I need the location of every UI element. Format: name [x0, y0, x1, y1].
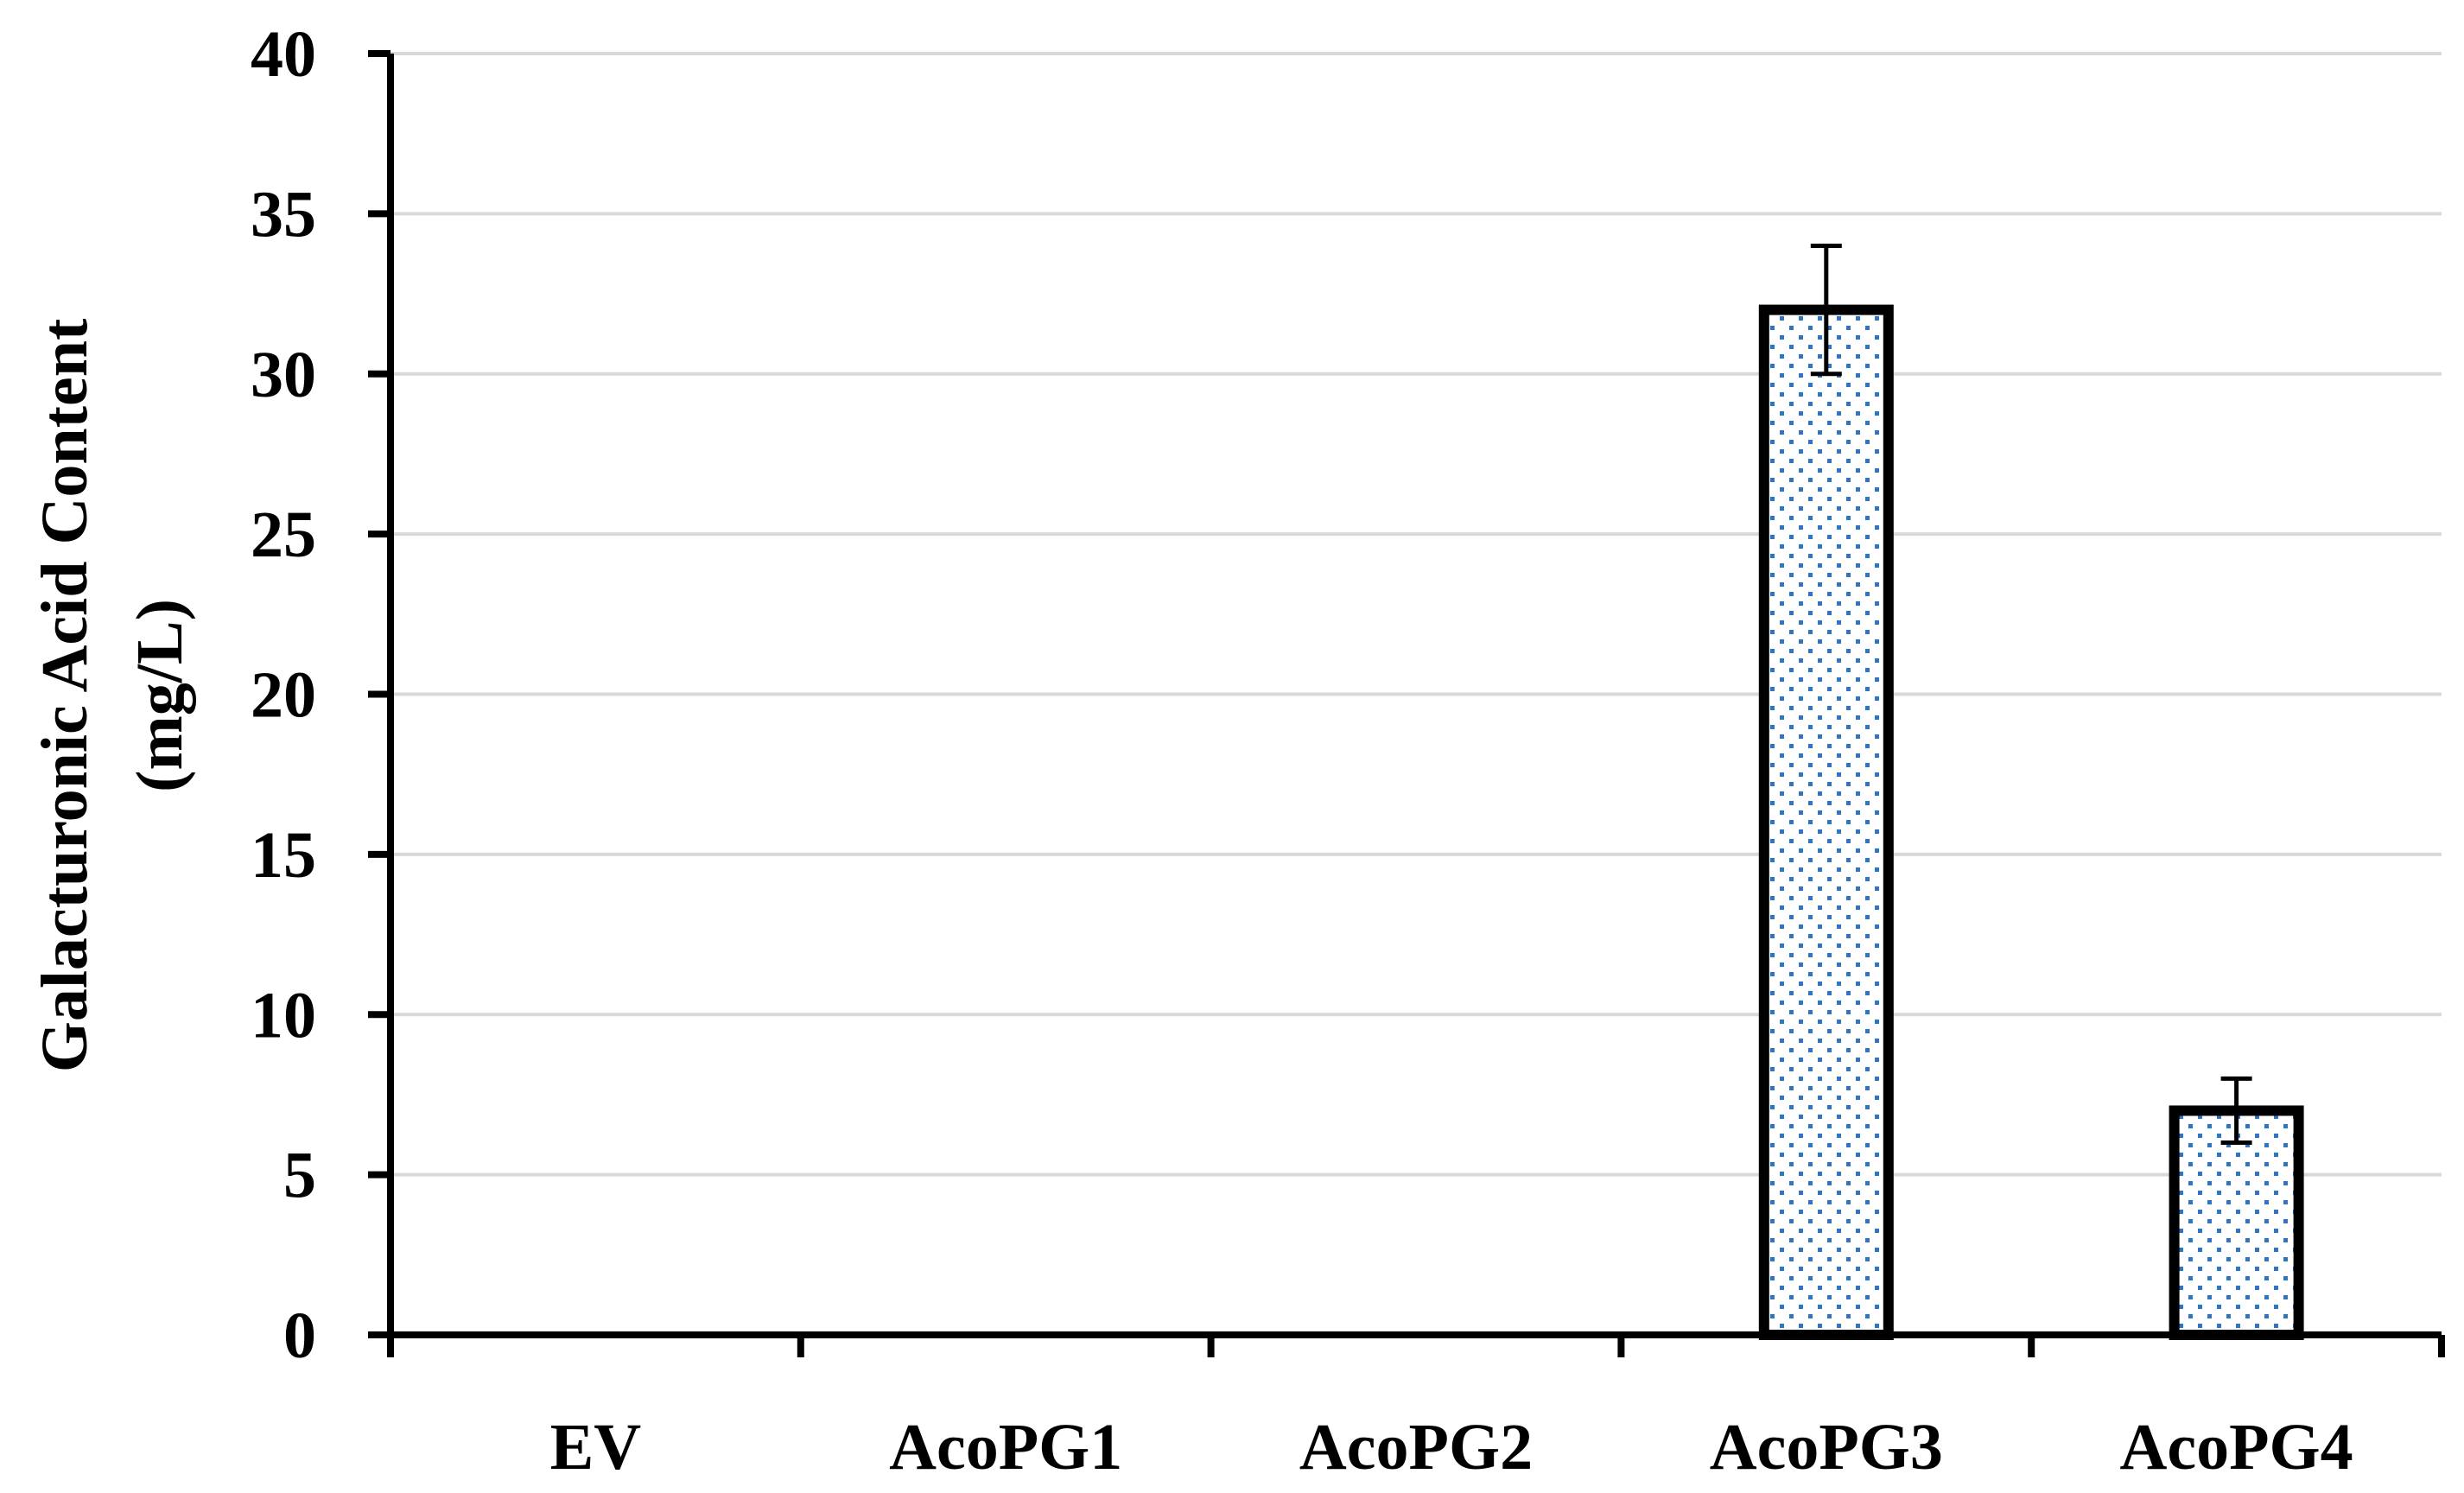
y-tick-label: 35 [251, 178, 316, 251]
axes [368, 50, 2445, 1357]
x-tick-label: AcoPG1 [889, 1411, 1122, 1483]
y-tick-label: 30 [251, 339, 316, 411]
y-axis-title-line-1: Galacturonic Acid Content [29, 319, 101, 1073]
y-tick-label: 25 [251, 499, 316, 571]
x-tick-label: AcoPG3 [1710, 1411, 1943, 1483]
y-tick-label: 20 [251, 659, 316, 732]
x-tick-label: AcoPG2 [1299, 1411, 1533, 1483]
y-tick-label: 40 [251, 18, 316, 91]
tick-labels: EV AcoPG1 AcoPG2 AcoPG3 AcoPG4 0 5 10 15 20 25 30 35… [251, 18, 2353, 1483]
y-tick-label: 0 [283, 1299, 316, 1372]
y-tick-label: 15 [251, 819, 316, 892]
bar [2169, 1105, 2304, 1340]
x-tick-label: EV [550, 1411, 642, 1483]
bar [1758, 304, 1894, 1341]
y-tick-label: 10 [251, 979, 316, 1051]
bars [1758, 243, 2304, 1341]
y-axis-title-line-2: (mg/L) [124, 599, 196, 792]
x-tick-label: AcoPG4 [2120, 1411, 2353, 1483]
gridlines [391, 52, 2442, 1177]
y-tick-label: 5 [283, 1140, 316, 1212]
